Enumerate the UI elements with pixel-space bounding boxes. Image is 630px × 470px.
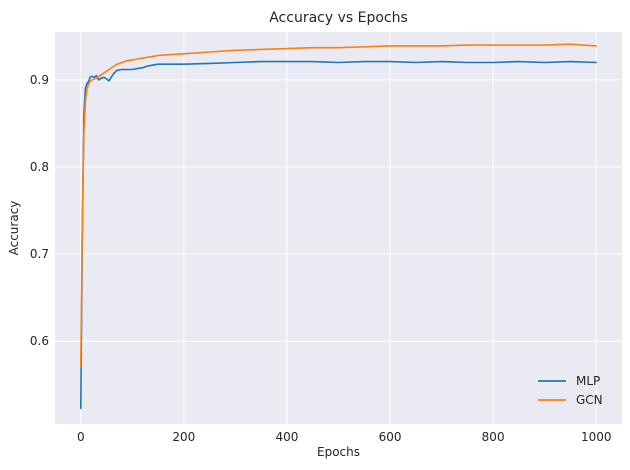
x-tick-label: 400 [276,430,299,444]
y-axis-label: Accuracy [7,201,21,256]
y-tick-label: 0.9 [30,73,49,87]
legend: MLP GCN [538,374,603,407]
series-layer [80,43,598,410]
x-tick-label: 800 [482,430,505,444]
chart-title: Accuracy vs Epochs [269,10,408,26]
y-tick-label: 0.7 [30,247,49,261]
y-tick-label: 0.8 [30,160,49,174]
legend-label-mlp: MLP [576,374,600,388]
x-tick-label: 1000 [581,430,612,444]
x-axis-label: Epochs [317,445,360,459]
x-tick-label: 200 [172,430,195,444]
series-line-gcn [80,43,598,368]
series-line-mlp [80,60,598,410]
x-tick-label: 600 [379,430,402,444]
legend-label-gcn: GCN [576,393,603,407]
tick-labels: 0 200 400 600 800 1000 0.6 0.7 0.8 0.9 [30,73,612,444]
y-tick-label: 0.6 [30,334,49,348]
x-tick-label: 0 [77,430,85,444]
grid [55,32,622,424]
plot-area [55,32,622,424]
